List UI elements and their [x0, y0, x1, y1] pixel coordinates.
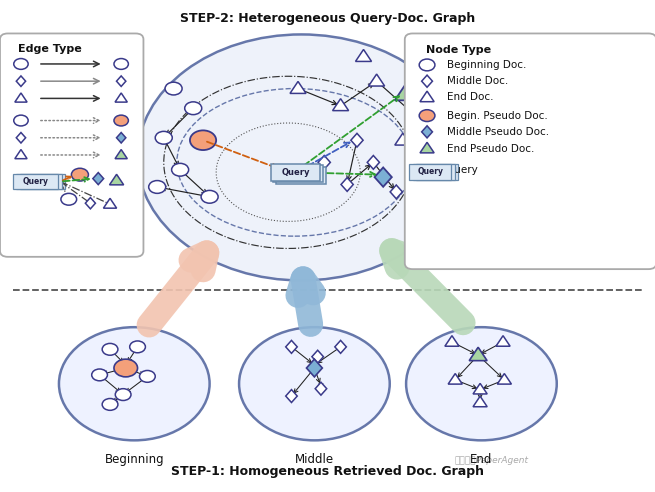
- FancyBboxPatch shape: [0, 33, 143, 257]
- Circle shape: [149, 181, 166, 193]
- Polygon shape: [341, 178, 353, 191]
- Polygon shape: [315, 382, 327, 395]
- Text: Edge Type: Edge Type: [18, 44, 82, 54]
- Circle shape: [114, 359, 138, 377]
- Polygon shape: [290, 82, 306, 93]
- Circle shape: [114, 59, 128, 69]
- Polygon shape: [15, 93, 27, 102]
- Circle shape: [140, 370, 155, 382]
- Text: End Pseudo Doc.: End Pseudo Doc.: [447, 144, 534, 154]
- Polygon shape: [422, 126, 432, 138]
- Polygon shape: [103, 198, 117, 208]
- FancyBboxPatch shape: [273, 165, 323, 182]
- Polygon shape: [395, 133, 411, 145]
- Polygon shape: [115, 93, 127, 102]
- Circle shape: [239, 327, 390, 440]
- Polygon shape: [473, 396, 487, 407]
- Text: End Doc.: End Doc.: [447, 92, 493, 102]
- Polygon shape: [335, 340, 346, 353]
- FancyBboxPatch shape: [20, 174, 65, 189]
- Circle shape: [130, 341, 145, 353]
- Circle shape: [165, 82, 182, 95]
- Text: Query: Query: [23, 177, 49, 186]
- FancyBboxPatch shape: [409, 164, 451, 180]
- Polygon shape: [16, 76, 26, 87]
- Polygon shape: [312, 350, 324, 363]
- Polygon shape: [318, 155, 330, 169]
- Circle shape: [92, 369, 107, 381]
- FancyBboxPatch shape: [16, 174, 62, 189]
- Polygon shape: [351, 133, 363, 147]
- Text: Node Type: Node Type: [426, 45, 491, 55]
- Circle shape: [115, 389, 131, 400]
- Circle shape: [185, 102, 202, 115]
- Polygon shape: [375, 167, 392, 187]
- Polygon shape: [15, 150, 27, 159]
- FancyBboxPatch shape: [405, 33, 655, 269]
- Polygon shape: [395, 84, 417, 100]
- Circle shape: [102, 399, 118, 410]
- Circle shape: [419, 110, 435, 122]
- Polygon shape: [333, 99, 348, 111]
- Text: STEP-2: Heterogeneous Query-Doc. Graph: STEP-2: Heterogeneous Query-Doc. Graph: [180, 12, 475, 25]
- FancyBboxPatch shape: [13, 174, 58, 189]
- Circle shape: [61, 193, 77, 205]
- FancyBboxPatch shape: [276, 167, 326, 184]
- Circle shape: [419, 59, 435, 71]
- Text: Query: Query: [417, 167, 443, 176]
- Polygon shape: [445, 336, 459, 346]
- Polygon shape: [422, 75, 432, 87]
- Polygon shape: [117, 76, 126, 87]
- Circle shape: [406, 327, 557, 440]
- Polygon shape: [109, 174, 124, 185]
- Text: Query: Query: [281, 168, 310, 177]
- Polygon shape: [286, 340, 297, 353]
- Polygon shape: [497, 373, 512, 384]
- Polygon shape: [390, 185, 402, 199]
- Text: Beginning Doc.: Beginning Doc.: [447, 60, 526, 70]
- Polygon shape: [473, 383, 487, 394]
- Circle shape: [14, 59, 28, 69]
- Text: Middle Pseudo Doc.: Middle Pseudo Doc.: [447, 127, 549, 137]
- Polygon shape: [367, 155, 379, 169]
- FancyBboxPatch shape: [416, 164, 458, 180]
- FancyBboxPatch shape: [271, 164, 320, 181]
- Circle shape: [71, 168, 88, 181]
- Text: End: End: [470, 453, 493, 465]
- FancyBboxPatch shape: [413, 164, 455, 180]
- Polygon shape: [93, 173, 103, 184]
- Text: 公众号：PaperAgent: 公众号：PaperAgent: [455, 456, 528, 464]
- Polygon shape: [115, 150, 127, 159]
- Text: Beginning: Beginning: [104, 453, 164, 465]
- Circle shape: [102, 343, 118, 355]
- Circle shape: [201, 190, 218, 203]
- Polygon shape: [471, 348, 485, 359]
- Circle shape: [172, 163, 189, 176]
- Polygon shape: [420, 91, 434, 102]
- Polygon shape: [85, 198, 96, 209]
- Ellipse shape: [138, 34, 465, 280]
- Circle shape: [59, 327, 210, 440]
- Text: Middle: Middle: [295, 453, 334, 465]
- Text: Middle Doc.: Middle Doc.: [447, 76, 508, 86]
- Text: Begin. Pseudo Doc.: Begin. Pseudo Doc.: [447, 111, 548, 121]
- Circle shape: [114, 115, 128, 126]
- Text: Query: Query: [447, 165, 478, 175]
- Polygon shape: [307, 359, 322, 377]
- Polygon shape: [469, 347, 487, 361]
- Polygon shape: [448, 373, 462, 384]
- Circle shape: [190, 130, 216, 150]
- Polygon shape: [117, 132, 126, 143]
- Polygon shape: [16, 132, 26, 143]
- Polygon shape: [420, 142, 434, 153]
- Polygon shape: [496, 336, 510, 346]
- Circle shape: [14, 115, 28, 126]
- Polygon shape: [405, 106, 421, 118]
- Polygon shape: [356, 50, 371, 62]
- Text: STEP-1: Homogeneous Retrieved Doc. Graph: STEP-1: Homogeneous Retrieved Doc. Graph: [171, 465, 484, 478]
- Circle shape: [155, 131, 172, 144]
- Polygon shape: [369, 74, 384, 86]
- Polygon shape: [286, 390, 297, 402]
